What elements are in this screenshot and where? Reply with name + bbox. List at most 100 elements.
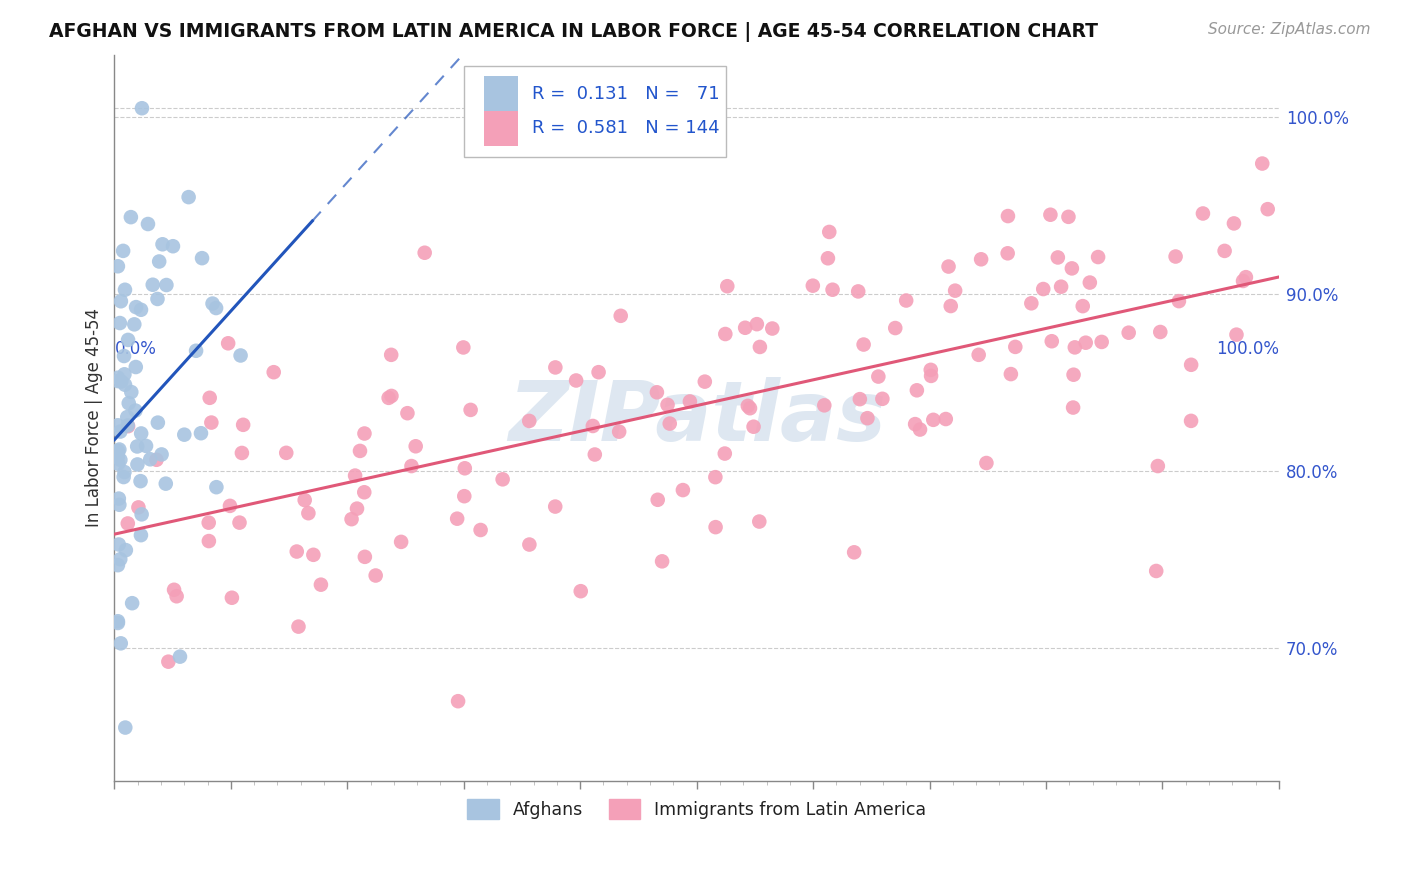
- Point: [583, 448, 606, 462]
- Point: [453, 489, 475, 503]
- Point: [309, 577, 332, 591]
- Point: [142, 277, 165, 292]
- Point: [221, 591, 243, 605]
- Point: [110, 294, 132, 309]
- Point: [353, 485, 375, 500]
- Point: [364, 568, 387, 582]
- Point: [380, 348, 402, 362]
- Point: [1167, 294, 1189, 309]
- Point: [200, 416, 222, 430]
- Text: R =  0.131   N =   71: R = 0.131 N = 71: [533, 85, 720, 103]
- Point: [145, 452, 167, 467]
- Point: [1118, 326, 1140, 340]
- Point: [453, 341, 475, 355]
- Point: [112, 349, 135, 363]
- Point: [704, 520, 727, 534]
- Point: [114, 377, 136, 392]
- Point: [997, 246, 1019, 260]
- Point: [647, 492, 669, 507]
- Point: [651, 554, 673, 568]
- Point: [117, 516, 139, 531]
- Point: [127, 458, 149, 472]
- FancyBboxPatch shape: [464, 66, 725, 157]
- Point: [107, 558, 129, 573]
- Point: [1062, 401, 1084, 415]
- Point: [713, 446, 735, 460]
- Point: [117, 333, 139, 347]
- Point: [396, 406, 419, 420]
- Text: 0.0%: 0.0%: [114, 340, 156, 359]
- Point: [114, 368, 136, 382]
- Point: [107, 457, 129, 471]
- Point: [112, 244, 135, 258]
- Point: [110, 453, 132, 467]
- Point: [818, 225, 841, 239]
- Point: [136, 217, 159, 231]
- Point: [447, 694, 470, 708]
- Point: [1257, 202, 1279, 216]
- Point: [152, 237, 174, 252]
- Point: [107, 614, 129, 628]
- Point: [1032, 282, 1054, 296]
- Point: [491, 472, 513, 486]
- Point: [609, 309, 631, 323]
- Point: [107, 444, 129, 458]
- Point: [354, 549, 377, 564]
- Point: [117, 418, 139, 433]
- Point: [205, 480, 228, 494]
- Point: [166, 589, 188, 603]
- Point: [169, 649, 191, 664]
- Y-axis label: In Labor Force | Age 45-54: In Labor Force | Age 45-54: [86, 309, 103, 527]
- Point: [849, 392, 872, 406]
- Text: 100.0%: 100.0%: [1216, 340, 1279, 359]
- Bar: [484, 111, 519, 145]
- Point: [124, 318, 146, 332]
- Point: [519, 537, 541, 551]
- Point: [1021, 296, 1043, 310]
- Point: [118, 396, 141, 410]
- Point: [1063, 368, 1085, 382]
- Point: [868, 369, 890, 384]
- Point: [110, 375, 132, 389]
- Point: [107, 450, 129, 464]
- Point: [389, 534, 412, 549]
- Point: [413, 245, 436, 260]
- Point: [125, 359, 148, 374]
- Point: [905, 384, 928, 398]
- Point: [131, 508, 153, 522]
- Point: [294, 493, 316, 508]
- Point: [129, 302, 152, 317]
- Point: [177, 190, 200, 204]
- Point: [1039, 208, 1062, 222]
- Point: [114, 465, 136, 479]
- Point: [1251, 156, 1274, 170]
- Point: [353, 426, 375, 441]
- Point: [107, 374, 129, 388]
- Point: [672, 483, 695, 497]
- Point: [738, 401, 761, 416]
- Point: [125, 300, 148, 314]
- Point: [107, 537, 129, 551]
- Point: [231, 446, 253, 460]
- Point: [129, 528, 152, 542]
- Point: [544, 360, 567, 375]
- Point: [714, 326, 737, 341]
- Point: [470, 523, 492, 537]
- Point: [146, 416, 169, 430]
- Point: [173, 427, 195, 442]
- Point: [813, 398, 835, 412]
- Point: [1180, 414, 1202, 428]
- Point: [588, 365, 610, 379]
- Point: [737, 399, 759, 413]
- Point: [184, 343, 207, 358]
- Point: [1063, 340, 1085, 354]
- Point: [135, 439, 157, 453]
- Point: [129, 426, 152, 441]
- Point: [287, 619, 309, 633]
- Point: [935, 412, 957, 426]
- Point: [460, 403, 482, 417]
- Point: [716, 279, 738, 293]
- Point: [120, 210, 142, 224]
- Legend: Afghans, Immigrants from Latin America: Afghans, Immigrants from Latin America: [460, 792, 934, 826]
- Point: [1091, 334, 1114, 349]
